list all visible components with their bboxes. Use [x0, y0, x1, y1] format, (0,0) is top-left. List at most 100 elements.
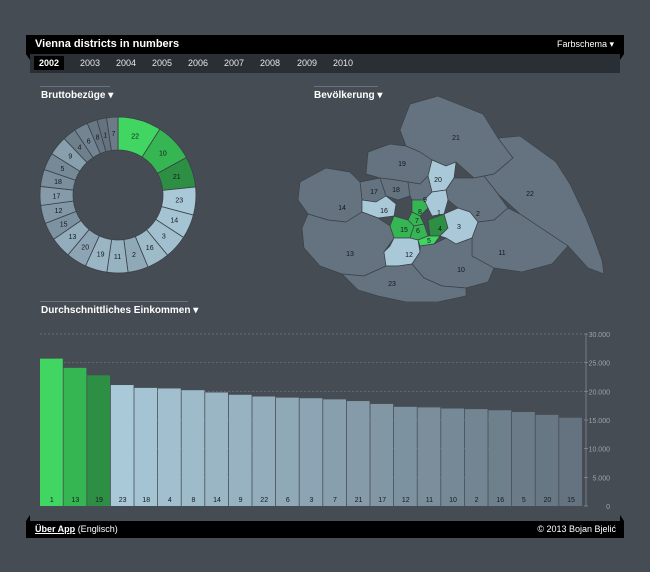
- income-bar-12[interactable]: [394, 406, 417, 506]
- donut-label-23: 23: [175, 197, 183, 204]
- income-bar-15[interactable]: [559, 417, 582, 506]
- donut-label-13: 13: [69, 234, 77, 241]
- map-label-12: 12: [405, 252, 413, 259]
- footer-fold-left: [26, 515, 30, 521]
- map-label-3: 3: [457, 224, 461, 231]
- donut-label-2: 2: [132, 252, 136, 259]
- bar-label-12: 12: [402, 497, 410, 504]
- bar-label-16: 16: [496, 497, 504, 504]
- map-label-4: 4: [438, 226, 442, 233]
- about-section: Über App (Englisch): [35, 524, 118, 534]
- map-label-13: 13: [346, 251, 354, 258]
- income-bar-23[interactable]: [110, 385, 134, 506]
- tab-year-2005[interactable]: 2005: [152, 58, 173, 68]
- income-bar-3[interactable]: [299, 398, 323, 506]
- bar-label-17: 17: [378, 497, 386, 504]
- income-bar-8[interactable]: [181, 390, 205, 506]
- donut-label-7: 7: [112, 131, 116, 138]
- tab-year-2002[interactable]: 2002: [34, 56, 65, 70]
- income-bar-18[interactable]: [134, 387, 158, 506]
- income-bar-6[interactable]: [276, 397, 299, 506]
- bar-label-22: 22: [260, 497, 268, 504]
- y-tick-label: 15.000: [589, 418, 611, 425]
- district-1[interactable]: [423, 189, 449, 217]
- income-bar-9[interactable]: [228, 394, 252, 506]
- tab-year-2010[interactable]: 2010: [333, 58, 354, 68]
- color-scheme-dropdown[interactable]: Farbschema ▾: [556, 39, 614, 49]
- donut-label-11: 11: [114, 254, 121, 261]
- district-14[interactable]: [298, 167, 363, 223]
- bar-label-19: 19: [95, 497, 103, 504]
- income-bar-16[interactable]: [488, 410, 512, 506]
- about-language-note: (Englisch): [77, 524, 118, 534]
- tab-year-2006[interactable]: 2006: [188, 58, 209, 68]
- donut-label-21: 21: [173, 174, 181, 181]
- income-bar-22[interactable]: [252, 396, 276, 506]
- income-bar-13[interactable]: [63, 367, 87, 506]
- income-bar-17[interactable]: [370, 403, 394, 506]
- bar-label-7: 7: [333, 497, 337, 504]
- app-footer: Über App (Englisch) © 2013 Bojan Bjelić: [26, 521, 624, 538]
- map-label-8: 8: [418, 209, 422, 216]
- bar-label-15: 15: [567, 497, 575, 504]
- donut-label-18: 18: [54, 179, 62, 186]
- bar-metric-dropdown[interactable]: Durchschnittliches Einkommen ▾: [41, 305, 199, 316]
- map-label-16: 16: [380, 208, 388, 215]
- donut-metric-dropdown[interactable]: Bruttobezüge ▾: [41, 90, 114, 101]
- tab-year-2003[interactable]: 2003: [80, 58, 101, 68]
- district-8[interactable]: [411, 199, 429, 217]
- map-label-21: 21: [452, 135, 460, 142]
- tab-year-2004[interactable]: 2004: [116, 58, 137, 68]
- map-label-20: 20: [434, 177, 442, 184]
- bar-label-20: 20: [544, 497, 552, 504]
- bar-label-8: 8: [191, 497, 195, 504]
- about-app-link[interactable]: Über App: [35, 524, 76, 534]
- bar-label-2: 2: [475, 497, 479, 504]
- district-22[interactable]: [483, 135, 605, 275]
- bar-label-5: 5: [522, 497, 526, 504]
- tab-year-2009[interactable]: 2009: [297, 58, 318, 68]
- map-label-6: 6: [416, 228, 420, 235]
- donut-label-5: 5: [61, 166, 65, 173]
- donut-label-19: 19: [97, 251, 105, 258]
- donut-title-line: [40, 86, 110, 87]
- map-title-line: [314, 86, 378, 87]
- bar-title-line: [40, 301, 188, 302]
- header-fold-left: [26, 54, 30, 60]
- map-metric-dropdown[interactable]: Bevölkerung ▾: [314, 90, 383, 101]
- district-23[interactable]: [341, 263, 467, 302]
- bar-label-10: 10: [449, 497, 457, 504]
- district-13[interactable]: [301, 211, 395, 277]
- map-label-15: 15: [400, 227, 408, 234]
- map-label-9: 9: [423, 197, 427, 204]
- donut-label-16: 16: [146, 245, 154, 252]
- donut-slice-7[interactable]: [106, 116, 119, 151]
- income-bar-21[interactable]: [346, 401, 370, 506]
- income-bar-1[interactable]: [40, 358, 63, 506]
- donut-label-10: 10: [159, 150, 167, 157]
- tab-year-2007[interactable]: 2007: [224, 58, 245, 68]
- bar-label-23: 23: [119, 497, 127, 504]
- income-bar-2[interactable]: [464, 409, 488, 506]
- y-tick-label: 20.000: [589, 389, 611, 396]
- income-bar-14[interactable]: [205, 392, 228, 506]
- income-bar-7[interactable]: [323, 399, 346, 506]
- income-bar-20[interactable]: [535, 414, 559, 506]
- income-bar-5[interactable]: [512, 411, 535, 506]
- bar-label-21: 21: [355, 497, 363, 504]
- footer-fold-right: [620, 515, 624, 521]
- donut-label-1: 1: [103, 132, 107, 139]
- app-title: Vienna districts in numbers: [35, 38, 180, 50]
- income-bar-11[interactable]: [417, 407, 441, 506]
- donut-label-12: 12: [55, 208, 63, 215]
- bar-label-6: 6: [286, 497, 290, 504]
- district-5[interactable]: [417, 235, 441, 247]
- income-bar-10[interactable]: [441, 408, 464, 506]
- donut-label-20: 20: [81, 245, 89, 252]
- tab-year-2008[interactable]: 2008: [260, 58, 281, 68]
- map-label-22: 22: [526, 191, 534, 198]
- income-bar-19[interactable]: [87, 375, 110, 506]
- income-bar-4[interactable]: [158, 388, 181, 506]
- bar-label-9: 9: [239, 497, 243, 504]
